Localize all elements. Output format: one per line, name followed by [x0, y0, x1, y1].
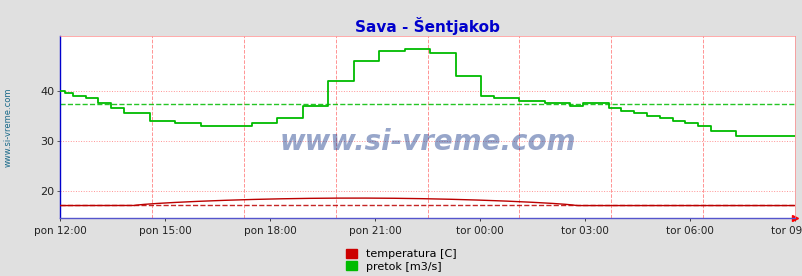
- Title: Sava - Šentjakob: Sava - Šentjakob: [354, 17, 500, 35]
- Legend: temperatura [C], pretok [m3/s]: temperatura [C], pretok [m3/s]: [342, 245, 460, 276]
- Text: www.si-vreme.com: www.si-vreme.com: [279, 128, 575, 156]
- Text: www.si-vreme.com: www.si-vreme.com: [3, 87, 13, 167]
